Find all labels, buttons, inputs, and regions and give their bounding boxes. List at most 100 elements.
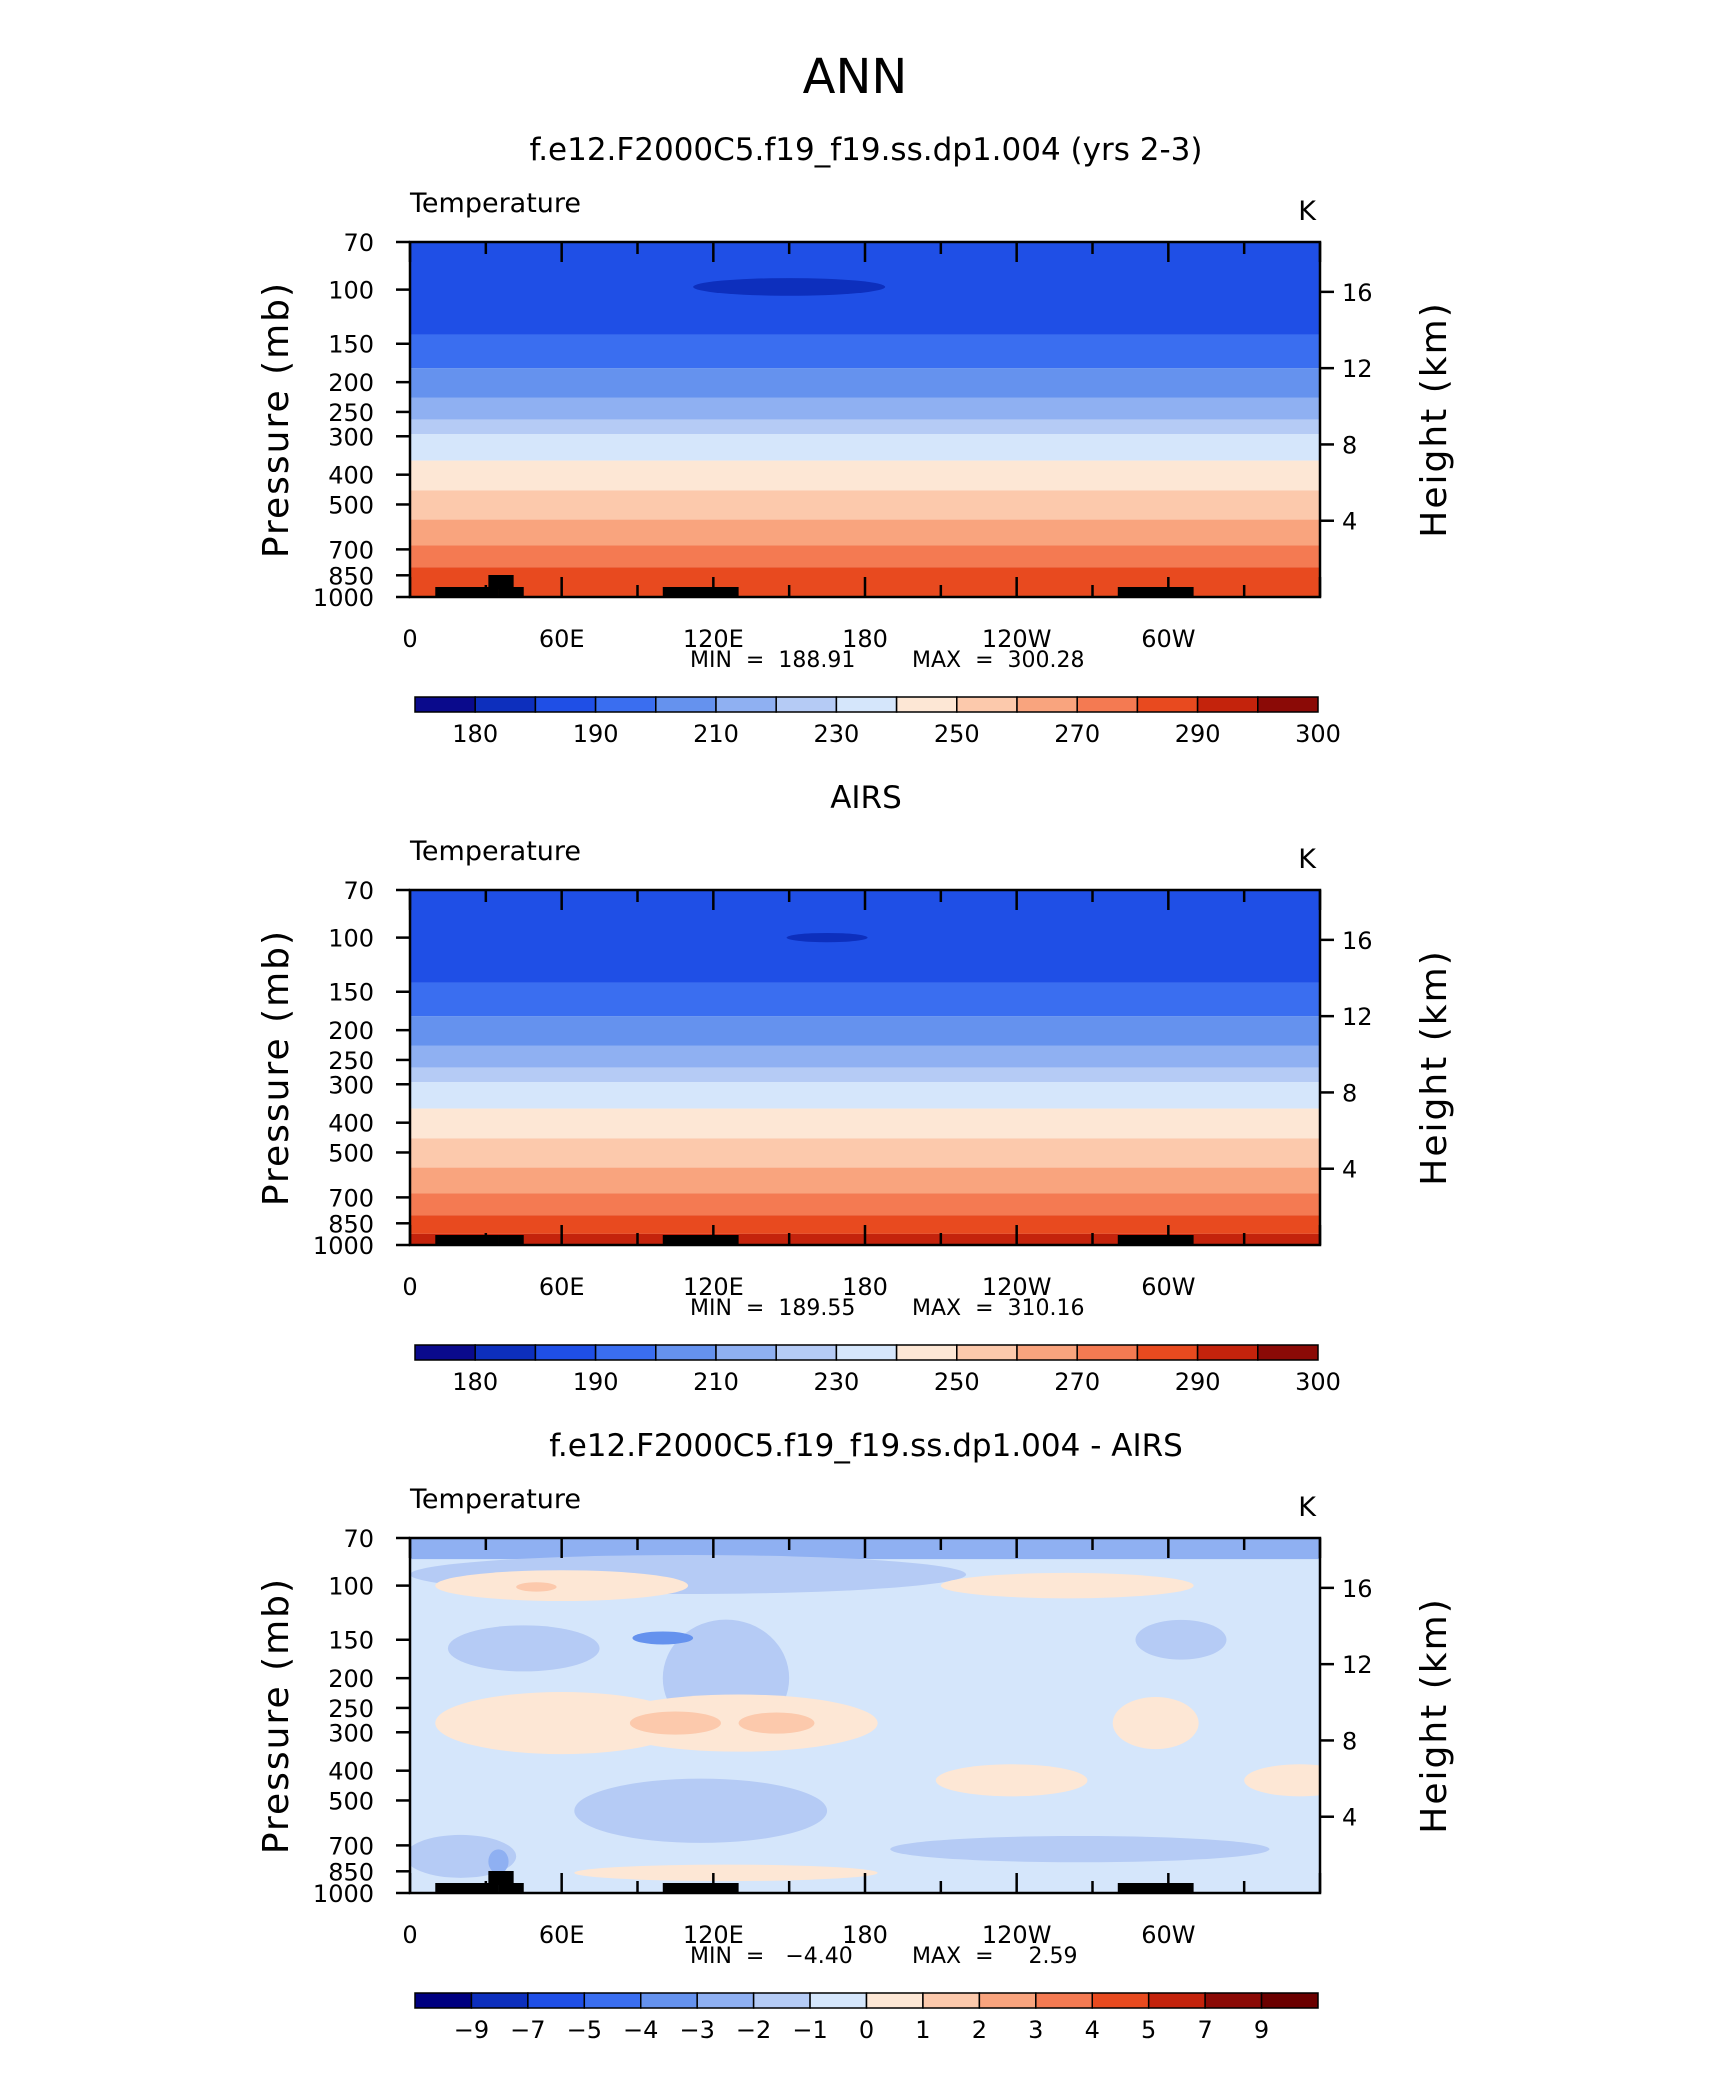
contour-band bbox=[410, 1108, 1320, 1139]
pressure-tick-label: 70 bbox=[343, 1525, 374, 1553]
colorbar-cell bbox=[655, 1344, 717, 1361]
colorbar-label: −9 bbox=[454, 2016, 489, 2044]
contour-band bbox=[410, 1045, 1320, 1068]
colorbar-label: 180 bbox=[452, 1368, 498, 1396]
colorbar-label: 300 bbox=[1295, 720, 1341, 748]
lon-tick-label: 120W bbox=[982, 1273, 1052, 1301]
colorbar-cell bbox=[655, 696, 717, 713]
lon-tick-label: 120W bbox=[982, 625, 1052, 653]
height-tick-label: 16 bbox=[1342, 927, 1373, 955]
colorbar-label: 9 bbox=[1254, 2016, 1269, 2044]
lon-tick-label: 180 bbox=[842, 625, 888, 653]
topography bbox=[498, 1235, 524, 1245]
colorbar-cell bbox=[1257, 1344, 1319, 1361]
plot-area bbox=[410, 1538, 1320, 1893]
contour-region bbox=[488, 1849, 509, 1874]
height-tick-label: 8 bbox=[1342, 431, 1357, 459]
lon-tick-label: 180 bbox=[842, 1921, 888, 1949]
contour-band bbox=[410, 419, 1320, 435]
lon-tick-label: 120E bbox=[683, 1273, 744, 1301]
colorbar-cell bbox=[583, 1992, 642, 2009]
pressure-tick-label: 150 bbox=[328, 979, 374, 1007]
colorbar-cell bbox=[594, 1344, 657, 1361]
colorbar-cell bbox=[696, 1992, 755, 2009]
pressure-tick-label: 400 bbox=[328, 1110, 374, 1138]
y-axis-title-right: Height (km) bbox=[1414, 949, 1455, 1185]
colorbar-cell bbox=[594, 696, 657, 713]
pressure-tick-label: 700 bbox=[328, 1832, 374, 1860]
contour-region bbox=[1135, 1619, 1227, 1660]
height-tick-label: 16 bbox=[1342, 1575, 1373, 1603]
pressure-tick-label: 250 bbox=[328, 1695, 374, 1723]
height-tick-label: 8 bbox=[1342, 1727, 1357, 1755]
colorbar-label: 7 bbox=[1197, 2016, 1212, 2044]
colorbar-cell bbox=[470, 1992, 529, 2009]
y-axis-title-right: Height (km) bbox=[1414, 1597, 1455, 1833]
pressure-tick-label: 70 bbox=[343, 229, 374, 257]
pressure-tick-label: 150 bbox=[328, 331, 374, 359]
topography bbox=[1117, 587, 1194, 597]
lon-tick-label: 60E bbox=[539, 625, 585, 653]
lon-tick-label: 0 bbox=[402, 1921, 417, 1949]
colorbar-cell bbox=[1204, 1992, 1263, 2009]
lon-tick-label: 180 bbox=[842, 1273, 888, 1301]
colorbar-cell bbox=[640, 1992, 698, 2009]
pressure-tick-label: 250 bbox=[328, 1047, 374, 1075]
pressure-tick-label: 400 bbox=[328, 462, 374, 490]
colorbar-cell bbox=[474, 696, 537, 713]
colorbar-cell bbox=[1076, 696, 1139, 713]
pressure-tick-label: 500 bbox=[328, 1787, 374, 1815]
height-tick-label: 8 bbox=[1342, 1079, 1357, 1107]
contour-region bbox=[632, 1631, 694, 1645]
pressure-tick-label: 400 bbox=[328, 1758, 374, 1786]
colorbar-cell bbox=[956, 696, 1018, 713]
colorbar-label: 190 bbox=[573, 1368, 619, 1396]
lon-tick-label: 60E bbox=[539, 1921, 585, 1949]
colorbar-label: 270 bbox=[1054, 720, 1100, 748]
pressure-tick-label: 100 bbox=[328, 277, 374, 305]
plot-area bbox=[410, 242, 1320, 597]
lon-tick-label: 0 bbox=[402, 625, 417, 653]
contour-region bbox=[786, 932, 868, 943]
contour-region bbox=[890, 1835, 1270, 1863]
min-label: MIN = 188.91 bbox=[690, 648, 855, 673]
contour-band bbox=[410, 1215, 1320, 1234]
colorbar-cell bbox=[534, 1344, 597, 1361]
panel-difference: f.e12.F2000C5.f19_f19.ss.dp1.004 - AIRS T… bbox=[256, 1428, 1455, 2044]
pressure-tick-label: 100 bbox=[328, 1573, 374, 1601]
pressure-tick-label: 200 bbox=[328, 1665, 374, 1693]
contour-band bbox=[410, 1082, 1320, 1109]
colorbar-cell bbox=[835, 696, 898, 713]
colorbar-label: 2 bbox=[972, 2016, 987, 2044]
lon-tick-label: 120E bbox=[683, 625, 744, 653]
contour-region bbox=[435, 1570, 689, 1602]
topography bbox=[498, 587, 524, 597]
colorbar-cell bbox=[895, 696, 958, 713]
colorbar-cell bbox=[527, 1992, 586, 2009]
colorbar-label: 0 bbox=[859, 2016, 874, 2044]
colorbar-label: −4 bbox=[623, 2016, 658, 2044]
contour-region bbox=[1112, 1696, 1199, 1750]
pressure-tick-label: 100 bbox=[328, 925, 374, 953]
panel-model: f.e12.F2000C5.f19_f19.ss.dp1.004 (yrs 2-… bbox=[256, 132, 1455, 748]
contour-band bbox=[410, 490, 1320, 520]
pressure-tick-label: 150 bbox=[328, 1627, 374, 1655]
max-label: MAX = 2.59 bbox=[912, 1944, 1077, 1969]
contour-band bbox=[410, 1193, 1320, 1216]
colorbar-cell bbox=[835, 1344, 898, 1361]
contour-region bbox=[1244, 1764, 1320, 1797]
lon-tick-label: 60W bbox=[1141, 625, 1195, 653]
variable-label: Temperature bbox=[409, 836, 581, 867]
colorbar-cell bbox=[1091, 1992, 1150, 2009]
contour-band bbox=[410, 434, 1320, 461]
max-label: MAX = 310.16 bbox=[912, 1296, 1085, 1321]
contour-band bbox=[410, 1067, 1320, 1083]
panel-title: f.e12.F2000C5.f19_f19.ss.dp1.004 (yrs 2-… bbox=[530, 132, 1203, 168]
contour-band bbox=[410, 1016, 1320, 1046]
topography bbox=[1117, 1883, 1194, 1893]
contour-region bbox=[940, 1572, 1194, 1599]
colorbar-label: 290 bbox=[1175, 720, 1221, 748]
colorbar-cell bbox=[1136, 1344, 1199, 1361]
panel-title: AIRS bbox=[830, 780, 902, 816]
lon-tick-label: 120W bbox=[982, 1921, 1052, 1949]
